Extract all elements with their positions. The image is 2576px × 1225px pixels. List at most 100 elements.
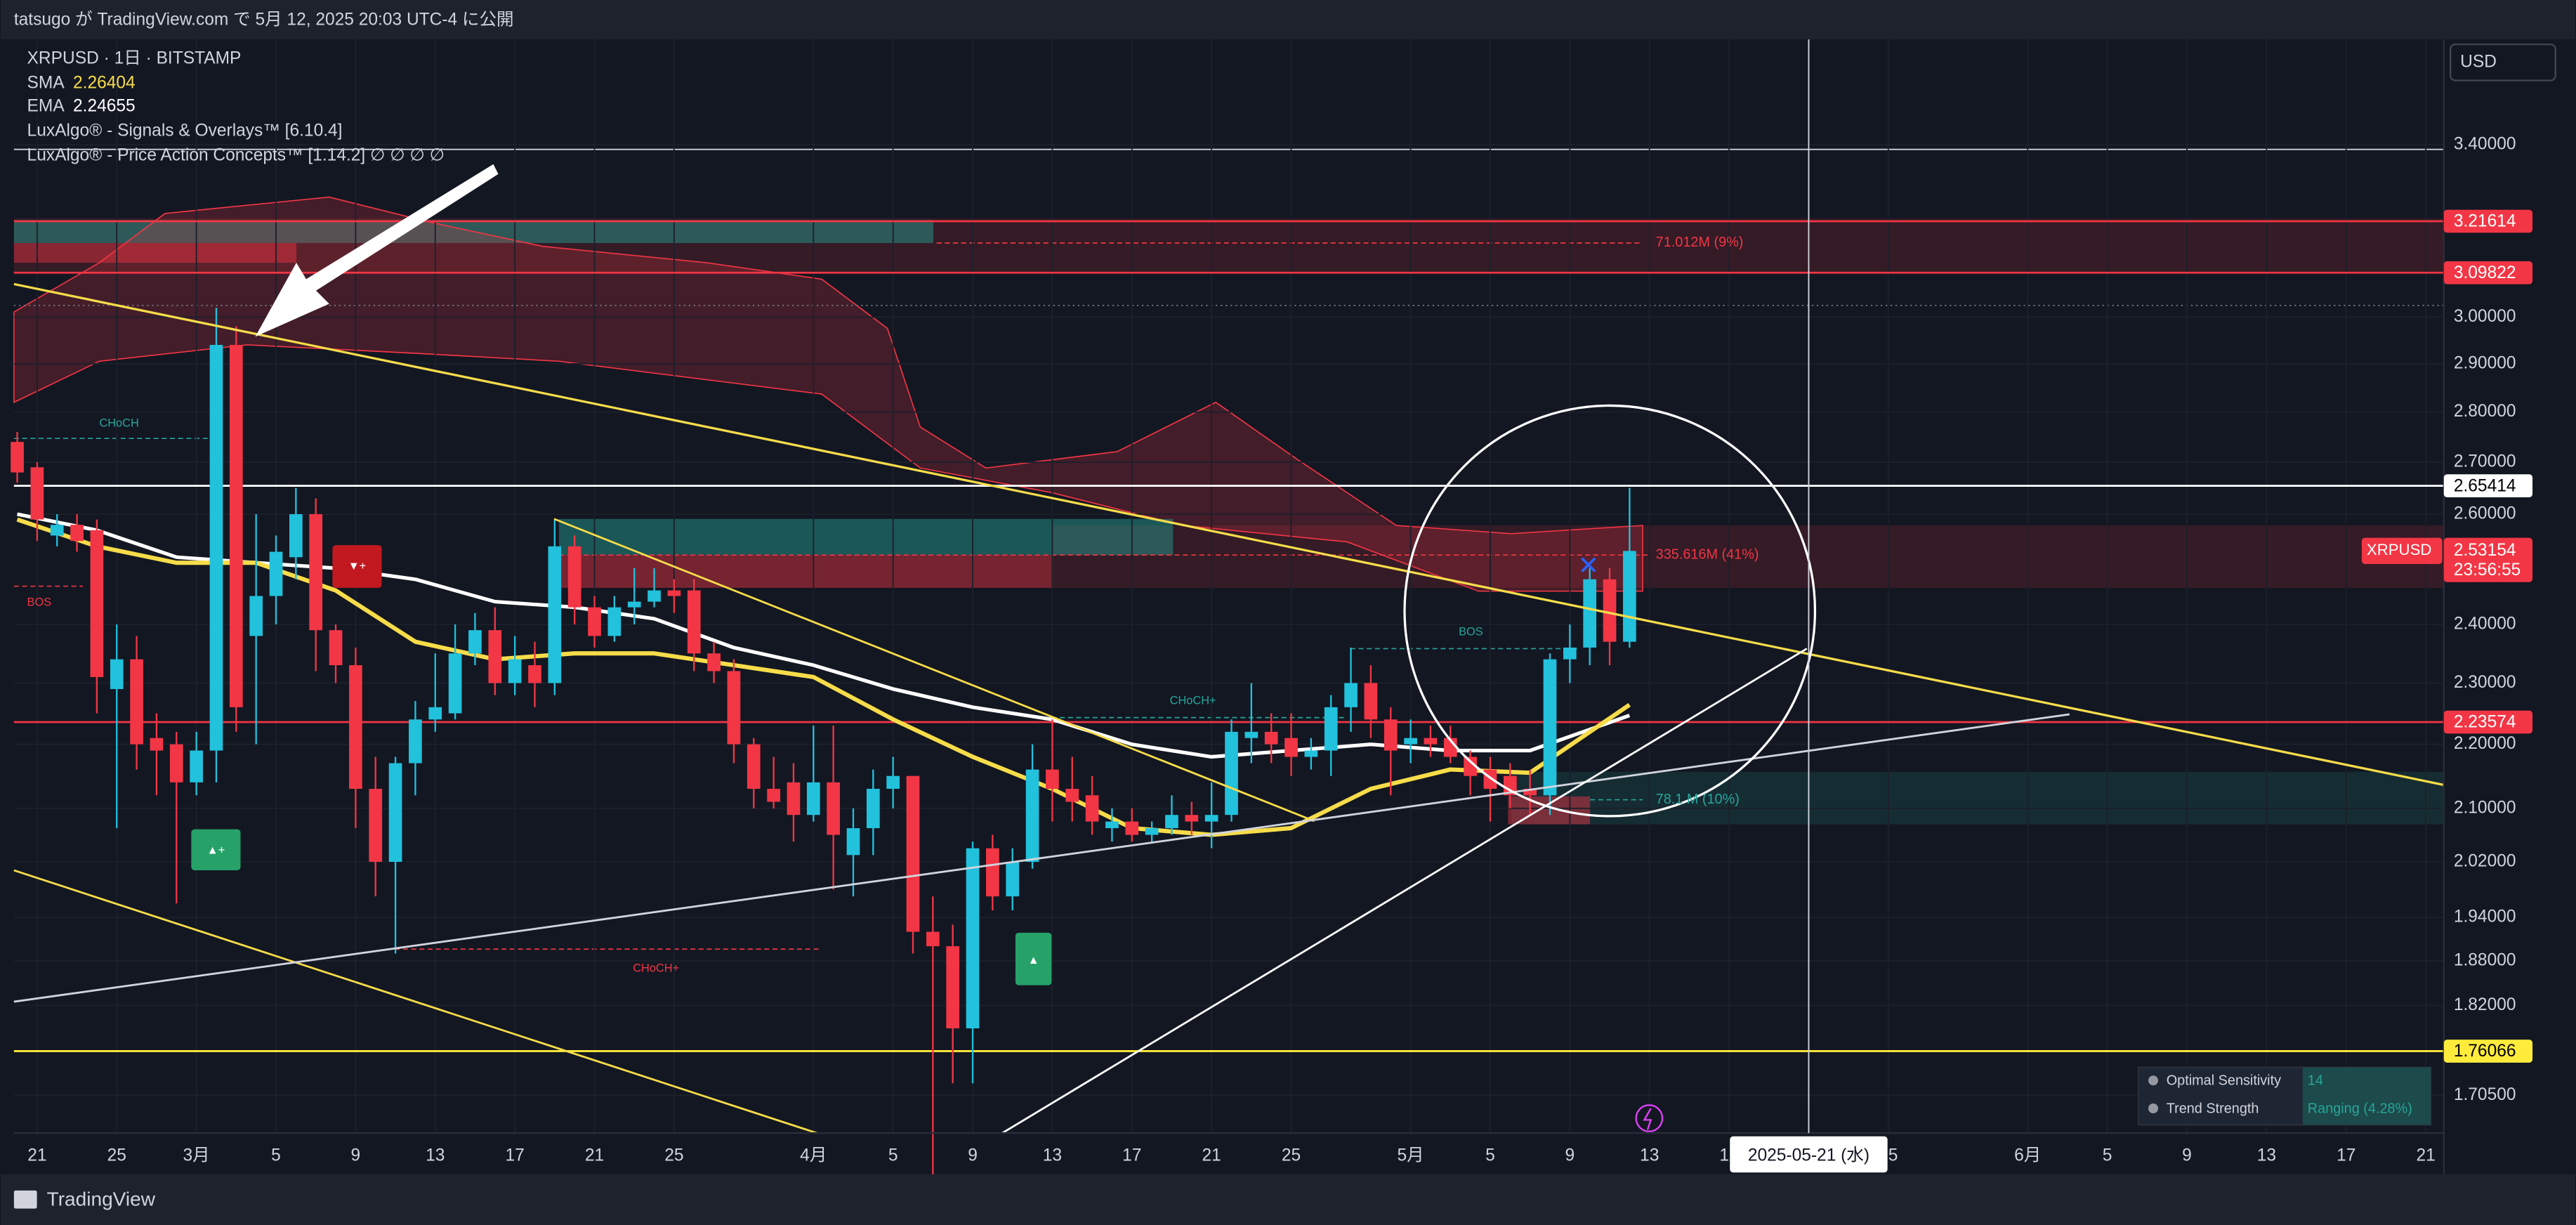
annotation: CHoCH: [99, 417, 138, 429]
y-tick-label: 3.40000: [2454, 134, 2516, 153]
candle-body: [1006, 861, 1020, 897]
dashboard-cell: [2302, 1067, 2431, 1125]
x-tick-label: 13: [1640, 1146, 1659, 1165]
zone: [559, 555, 1053, 588]
candle-body: [1424, 738, 1438, 745]
x-tick-label: 4月: [800, 1146, 827, 1165]
currency-button[interactable]: [2449, 43, 2556, 81]
zone-label: 335.616M (41%): [1656, 546, 1759, 562]
arrow: [255, 164, 499, 337]
candle-body: [1364, 683, 1378, 720]
plot-area: [11, 39, 2444, 1174]
y-tick-label: 1.88000: [2454, 950, 2516, 969]
x-tick-label: 21: [2416, 1146, 2435, 1165]
y-tick-label: 2.80000: [2454, 402, 2516, 421]
candle-body: [1304, 750, 1318, 757]
price-label-box: [2443, 710, 2533, 734]
overlays: [13, 148, 2444, 950]
drawings: ▲+ ▲ ▼+ CHoCH BOS CHoCH+ CHoCH+ BOS 71.0…: [13, 164, 2445, 1134]
candle-body: [648, 590, 661, 602]
candle-body: [269, 551, 283, 596]
candle-body: [508, 659, 522, 683]
candle-body: [369, 789, 383, 862]
price-label: 2.23574: [2454, 713, 2516, 732]
legend-name: SMA: [27, 74, 65, 93]
x-tick-label: 25: [1282, 1146, 1301, 1165]
candle-body: [1025, 769, 1039, 862]
candle-body: [1483, 769, 1497, 790]
candle-body: [1523, 789, 1537, 796]
candle-body: [1563, 647, 1577, 660]
candle-body: [846, 828, 860, 856]
candle-body: [528, 665, 541, 683]
candle-body: [229, 345, 243, 707]
x-tick-label: 13: [1043, 1146, 1062, 1165]
candle-body: [1583, 579, 1597, 648]
candle-body: [50, 525, 64, 536]
x-tick-label: 17: [1122, 1146, 1141, 1165]
y-tick-label: 2.02000: [2454, 851, 2516, 870]
cloud: [13, 196, 1643, 592]
annotation: BOS: [1459, 625, 1483, 638]
currency[interactable]: USD: [2460, 52, 2497, 71]
candle-body: [1085, 795, 1099, 822]
candle-body: [349, 665, 362, 790]
candle-body: [986, 848, 999, 897]
candle-body: [1145, 828, 1159, 835]
candle-body: [169, 744, 183, 782]
candle-body: [806, 782, 820, 815]
logo: [13, 1190, 37, 1209]
candle-body: [767, 789, 780, 802]
candle-body: [687, 590, 701, 654]
x-tick-label: 21: [585, 1146, 604, 1165]
symbol-tag-label: XRPUSD: [2367, 541, 2431, 558]
zone-label: 71.012M (9%): [1656, 235, 1744, 250]
candle-body: [1404, 738, 1417, 745]
candle-body: [827, 782, 840, 835]
overlay-name: LuxAlgo® - Signals & Overlays™ [6.10.4]: [27, 122, 343, 140]
candle-body: [607, 607, 622, 636]
y-tick-label: 2.30000: [2454, 673, 2516, 692]
signal-box: [1015, 932, 1052, 985]
crosshair-label: 2025-05-21 (水): [1748, 1145, 1869, 1165]
x-tick-label: 9: [968, 1146, 978, 1165]
legend-value: 2.26404: [73, 74, 136, 93]
candle-body: [448, 653, 462, 714]
candle-body: [1464, 756, 1477, 776]
zone: [1511, 771, 2444, 825]
candle-body: [1105, 821, 1119, 829]
annotation: CHoCH+: [633, 962, 679, 975]
legend: XRPUSD · 1日 · BITSTAMP SMA 2.26404 EMA 2…: [27, 49, 445, 165]
candle-body: [707, 653, 721, 672]
x-tick-label: 13: [2257, 1146, 2276, 1165]
candle-body: [866, 789, 880, 829]
candle-body: [1324, 707, 1338, 751]
y-tick-label: 2.10000: [2454, 798, 2516, 817]
price-label-box: [2443, 261, 2533, 284]
event-icon: [1643, 1108, 1652, 1130]
candle-body: [1543, 659, 1557, 796]
event-icon: [1635, 1104, 1664, 1132]
candle-body: [966, 848, 980, 1029]
legend-value: 2.24655: [73, 96, 136, 115]
x-tick-label: 9: [2182, 1146, 2192, 1165]
overlay-name: LuxAlgo® - Price Action Concepts™ [1.14.…: [27, 146, 445, 165]
candle-body: [1264, 731, 1278, 745]
crosshair-label-box: [1730, 1136, 1888, 1173]
y-tick-label: 3.00000: [2454, 307, 2516, 326]
candle-body: [1344, 683, 1358, 707]
y-tick-label: 1.94000: [2454, 908, 2516, 926]
candle-body: [727, 671, 741, 745]
candle-body: [1125, 821, 1139, 835]
candle-body: [30, 467, 44, 520]
x-tick-label: 17: [2337, 1146, 2355, 1165]
signal-label: ▲+: [207, 844, 225, 856]
candle-body: [409, 719, 422, 764]
icon: [2148, 1075, 2159, 1086]
trend-line: [13, 282, 2445, 787]
annotation: BOS: [27, 596, 52, 608]
ema-line: [17, 512, 1631, 759]
x-tick-label: 6月: [2014, 1146, 2041, 1165]
y-tick-label: 2.70000: [2454, 452, 2516, 471]
